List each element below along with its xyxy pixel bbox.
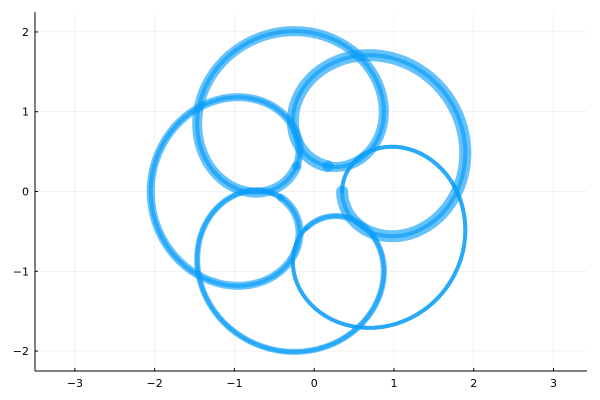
x-tick-label: 0 [311, 377, 318, 390]
plot-area [146, 26, 472, 355]
series-line [148, 29, 468, 354]
x-tick-labels: −3 −2 −1 0 1 2 3 [67, 377, 557, 390]
x-tick-label: −3 [67, 377, 83, 390]
y-tick-labels: −2 −1 0 1 2 [13, 26, 29, 358]
x-tick-label: −2 [147, 377, 163, 390]
axes [34, 12, 587, 372]
x-tick-label: 2 [470, 377, 477, 390]
y-tick-label: 0 [22, 186, 29, 199]
x-tick-label: 1 [390, 377, 397, 390]
x-tick-label: 3 [550, 377, 557, 390]
y-tick-label: 1 [22, 106, 29, 119]
y-tick-label: 2 [22, 26, 29, 39]
y-tick-label: −2 [13, 345, 29, 358]
y-tick-label: −1 [13, 265, 29, 278]
grid [35, 12, 587, 371]
x-tick-label: −1 [226, 377, 242, 390]
